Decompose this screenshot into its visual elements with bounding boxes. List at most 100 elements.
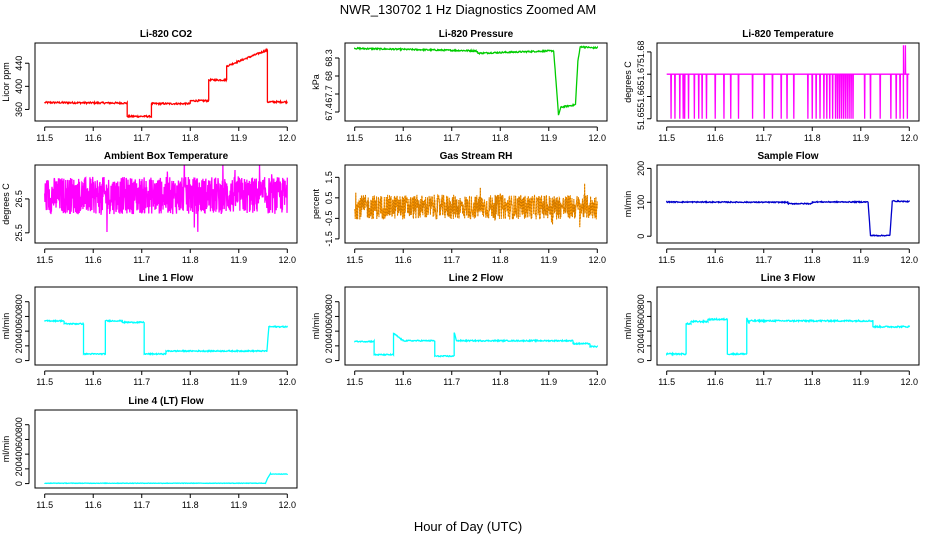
y-axis-label: degrees C (1, 183, 11, 225)
y-tick-label: 0 (636, 358, 646, 363)
y-tick-label: 68 (324, 71, 334, 81)
y-tick-label: 0 (14, 481, 24, 486)
plot-frame (34, 286, 298, 366)
x-tick-label: 11.5 (346, 255, 363, 265)
plot-frame (656, 286, 920, 366)
x-tick-label: 11.6 (395, 255, 412, 265)
y-tick-label: 51.68 (636, 41, 646, 64)
x-tick-label: 11.8 (804, 133, 821, 143)
x-tick-label: 11.5 (658, 133, 675, 143)
y-axis-label: percent (311, 188, 321, 219)
plot-frame (34, 164, 298, 244)
y-axis-label: kPa (311, 74, 321, 90)
y-axis-label: ml/min (311, 313, 321, 340)
x-tick-label: 11.7 (133, 500, 150, 510)
x-tick-label: 11.6 (707, 255, 724, 265)
panels: Li-820 CO2 11.5 11.6 11.7 11.8 11.9 12.0 360 400… (1, 29, 920, 510)
y-tick-label: 800 (14, 417, 24, 432)
plot-frame (344, 42, 608, 122)
x-tick-label: 11.5 (346, 377, 363, 387)
figure-x-axis-label: Hour of Day (UTC) (414, 519, 522, 534)
series-markers (354, 183, 598, 228)
panel-line4: Line 4 (LT) Flow 11.5 11.6 11.7 11.8 11.9 12.0… (1, 396, 298, 510)
panel-co2: Li-820 CO2 11.5 11.6 11.7 11.8 11.9 12.0 360 400… (1, 29, 298, 143)
series-line (666, 45, 910, 119)
y-tick-label: -0.5 (324, 211, 334, 227)
x-tick-label: 11.8 (182, 133, 199, 143)
y-tick-label: 440 (14, 56, 24, 71)
y-tick-label: 400 (14, 324, 24, 339)
series-line (44, 47, 288, 119)
x-tick-label: 11.7 (755, 133, 772, 143)
y-axis-label: ml/min (623, 313, 633, 340)
y-tick-label: 0 (636, 234, 646, 239)
x-tick-label: 11.6 (85, 500, 102, 510)
series-line (354, 45, 598, 116)
panel-line1: Line 1 Flow 11.5 11.6 11.7 11.8 11.9 12.0 0 2004… (1, 273, 298, 387)
y-tick-label: 67.7 (324, 85, 334, 103)
y-tick-label: 360 (14, 102, 24, 117)
x-tick-label: 11.9 (540, 255, 557, 265)
y-axis-label: ml/min (1, 313, 11, 340)
x-tick-label: 11.7 (443, 377, 460, 387)
x-tick-label: 11.5 (658, 255, 675, 265)
series-line (354, 332, 598, 358)
x-tick-label: 11.5 (36, 255, 53, 265)
y-tick-label: 600 (14, 309, 24, 324)
panel-title: Li-820 CO2 (140, 29, 193, 40)
panel-title: Gas Stream RH (440, 151, 513, 162)
panel-line3: Line 3 Flow 11.5 11.6 11.7 11.8 11.9 12.0 0 2004… (623, 273, 920, 387)
y-tick-label: 51.67 (636, 63, 646, 86)
x-tick-label: 11.6 (395, 377, 412, 387)
x-tick-label: 11.8 (492, 133, 509, 143)
series-line (666, 317, 910, 357)
x-tick-label: 12.0 (279, 255, 297, 265)
x-tick-label: 12.0 (589, 133, 607, 143)
plot-frame (656, 42, 920, 122)
panel-sampleflow: Sample Flow 11.5 11.6 11.7 11.8 11.9 12.0 0 100 2… (623, 151, 920, 265)
x-tick-label: 12.0 (901, 255, 919, 265)
panel-title: Line 4 (LT) Flow (128, 396, 204, 407)
x-tick-label: 11.5 (346, 133, 363, 143)
y-axis-label: degrees C (623, 61, 633, 103)
x-tick-label: 11.6 (85, 377, 102, 387)
panel-title: Li-820 Temperature (742, 29, 834, 40)
plot-frame (34, 409, 298, 489)
x-tick-label: 11.6 (395, 133, 412, 143)
y-axis-label: ml/min (1, 436, 11, 463)
x-tick-label: 11.6 (707, 377, 724, 387)
plot-frame (344, 286, 608, 366)
x-tick-label: 12.0 (279, 133, 297, 143)
x-tick-label: 11.9 (230, 500, 247, 510)
panel-title: Line 2 Flow (449, 273, 504, 284)
panel-temperature: Li-820 Temperature 11.5 11.6 11.7 11.8 11.9 12… (623, 29, 920, 143)
y-tick-label: -1.5 (324, 231, 334, 247)
plot-frame (34, 42, 298, 122)
x-tick-label: 11.8 (804, 377, 821, 387)
plot-frame (656, 164, 920, 244)
y-tick-label: 200 (324, 338, 334, 353)
x-tick-label: 11.8 (182, 377, 199, 387)
x-tick-label: 11.5 (36, 377, 53, 387)
x-tick-label: 11.6 (85, 133, 102, 143)
series-line (44, 165, 288, 233)
x-tick-label: 11.7 (133, 377, 150, 387)
series-line (44, 318, 288, 356)
panel-ambient: Ambient Box Temperature 11.5 11.6 11.7 11.8 1… (1, 151, 298, 265)
y-tick-label: 600 (14, 432, 24, 447)
x-tick-label: 12.0 (589, 377, 607, 387)
x-tick-label: 11.5 (658, 377, 675, 387)
x-tick-label: 11.6 (85, 255, 102, 265)
x-tick-label: 11.9 (230, 133, 247, 143)
y-tick-label: 600 (324, 309, 334, 324)
x-tick-label: 12.0 (279, 377, 297, 387)
x-tick-label: 11.9 (852, 255, 869, 265)
panel-rh: Gas Stream RH 11.5 11.6 11.7 11.8 11.9 12.0 -1.… (311, 151, 608, 265)
x-tick-label: 11.7 (133, 255, 150, 265)
y-tick-label: 51.65 (636, 108, 646, 131)
x-tick-label: 11.8 (492, 255, 509, 265)
y-tick-label: 51.66 (636, 85, 646, 108)
y-tick-label: 400 (324, 324, 334, 339)
x-tick-label: 11.5 (36, 133, 53, 143)
